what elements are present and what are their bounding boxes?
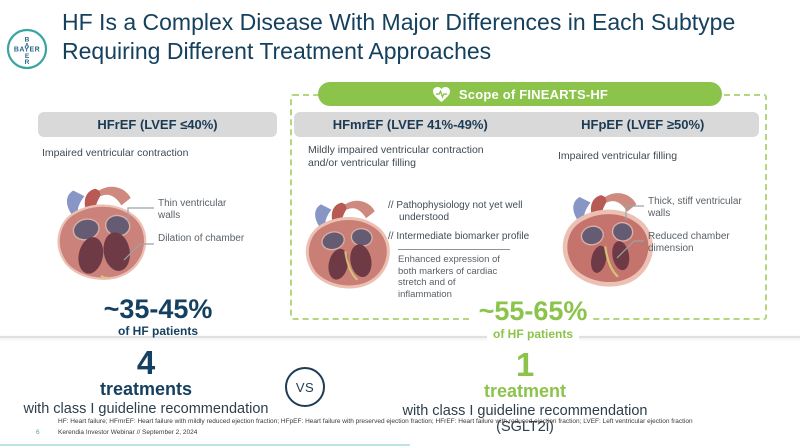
header-hfpef-label: HFpEF (LVEF ≥50%) xyxy=(581,117,705,132)
svg-text:R: R xyxy=(25,59,30,66)
page-number: 6 xyxy=(36,429,40,436)
treatments-right-block: 1 treatment with class I guideline recom… xyxy=(375,348,675,435)
treatments-left-caption: with class I guideline recommendation xyxy=(23,400,269,417)
hfmref-biomarker-note: Enhanced expression of both markers of c… xyxy=(398,249,510,300)
heart-pulse-icon xyxy=(432,86,451,103)
hfpef-annotation-thick-walls: Thick, stiff ventricular walls xyxy=(648,196,742,219)
footnote-abbreviations: HF: Heart failure; HFmrEF: Heart failure… xyxy=(58,418,693,425)
svg-text:BAYER: BAYER xyxy=(14,47,40,54)
hfmref-description: Mildly impaired ventricular contraction … xyxy=(308,144,484,169)
treatments-left-count: 4 xyxy=(136,344,156,381)
hfmref-bullet-pathophysiology: // Pathophysiology not yet well understo… xyxy=(388,200,523,223)
svg-text:A: A xyxy=(25,43,30,50)
svg-text:B: B xyxy=(25,37,30,44)
slide-title: HF Is a Complex Disease With Major Diffe… xyxy=(62,8,777,67)
combined-patient-share: ~55-65% of HF patients xyxy=(433,298,633,343)
combined-patient-share-pct: ~55-65% xyxy=(472,298,594,325)
header-hfref-label: HFrEF (LVEF ≤40%) xyxy=(97,117,218,132)
hfmref-bullet-biomarker: // Intermediate biomarker profile xyxy=(388,230,530,242)
hfmref-bullet-list: // Pathophysiology not yet well understo… xyxy=(388,200,530,300)
hfref-heart-illustration xyxy=(45,185,157,290)
scope-banner: Scope of FINEARTS-HF xyxy=(318,82,722,106)
combined-patient-share-label: of HF patients xyxy=(487,327,579,341)
footnote-source: Kerendia Investor Webinar // September 2… xyxy=(58,429,198,436)
vs-badge: VS xyxy=(285,367,325,407)
header-hfref: HFrEF (LVEF ≤40%) xyxy=(38,112,277,137)
treatments-left-block: 4 treatments with class I guideline reco… xyxy=(16,346,276,417)
section-divider xyxy=(0,336,800,338)
treatments-right-count: 1 xyxy=(515,346,535,383)
header-hfmref-label: HFmrEF (LVEF 41%-49%) xyxy=(332,117,488,132)
treatments-right-unit: treatment xyxy=(483,381,567,401)
scope-banner-label: Scope of FINEARTS-HF xyxy=(458,86,609,102)
hfref-annotation-thin-walls: Thin ventricular walls xyxy=(158,198,227,221)
hfmref-heart-illustration xyxy=(295,192,399,305)
svg-text:E: E xyxy=(25,53,30,60)
hfpef-heart-illustration xyxy=(552,188,662,299)
hfref-patient-share: ~35-45% of HF patients xyxy=(58,294,258,339)
hfpef-description: Impaired ventricular filling xyxy=(558,150,678,162)
treatments-left-unit: treatments xyxy=(99,379,193,399)
slide-title-line2: Requiring Different Treatment Approaches xyxy=(62,38,492,65)
hfref-annotation-dilation: Dilation of chamber xyxy=(158,233,245,244)
hfref-description: Impaired ventricular contraction xyxy=(42,147,189,159)
bottom-accent-line xyxy=(0,444,410,446)
treatments-right-caption: with class I guideline recommendation (S… xyxy=(402,402,648,435)
header-hfmref-hfpef: HFmrEF (LVEF 41%-49%) HFpEF (LVEF ≥50%) xyxy=(294,112,759,137)
bayer-logo-icon: B A BAYER E R xyxy=(6,28,48,75)
hfref-patient-share-pct: ~35-45% xyxy=(103,294,213,324)
hfpef-annotation-reduced-chamber: Reduced chamber dimension xyxy=(648,231,730,254)
slide-title-line1: HF Is a Complex Disease With Major Diffe… xyxy=(62,9,736,35)
hfref-patient-share-label: of HF patients xyxy=(118,324,198,338)
